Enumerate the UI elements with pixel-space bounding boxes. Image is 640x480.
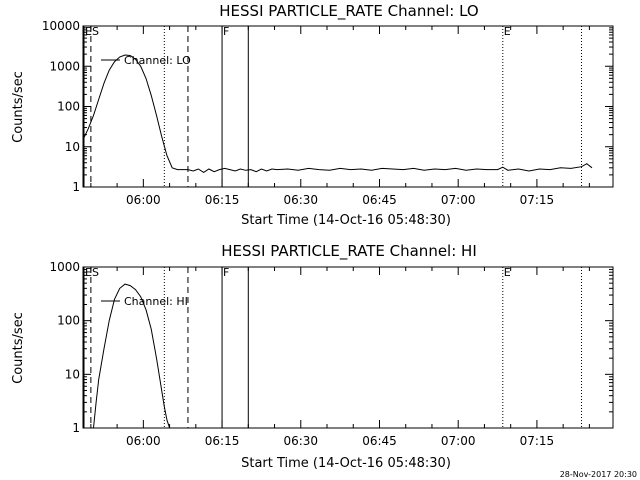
hi-y-axis-label: Counts/sec — [11, 312, 26, 384]
lo-x-tick-label: 06:15 — [205, 193, 240, 207]
lo-legend-label: Channel: LO — [124, 54, 191, 67]
lo-y-axis-label: Counts/sec — [11, 71, 26, 143]
lo-y-tick-label: 100 — [57, 100, 80, 114]
lo-y-tick-label: 10 — [65, 140, 80, 154]
lo-y-tick-label: 10000 — [42, 19, 80, 33]
lo-x-tick-label: 06:45 — [362, 193, 397, 207]
hi-x-axis-label: Start Time (14-Oct-16 05:48:30) — [241, 456, 451, 471]
hi-y-tick-label: 1 — [72, 421, 80, 435]
hi-event-marker-label: ES — [85, 266, 99, 279]
hi-event-marker-label: E — [504, 266, 511, 279]
hi-channel-panel: HESSI PARTICLE_RATE Channel: HI Start Ti… — [11, 242, 614, 471]
lo-event-marker-label: ES — [85, 25, 99, 38]
hi-x-tick-label: 07:00 — [441, 434, 476, 448]
hi-plot-frame — [82, 266, 614, 429]
hi-legend-label: Channel: HI — [124, 295, 188, 308]
lo-x-tick-label: 06:00 — [126, 193, 161, 207]
hi-event-marker-label: F — [223, 266, 229, 279]
lo-y-tick-label: 1 — [72, 180, 80, 194]
lo-channel-panel: HESSI PARTICLE_RATE Channel: LO Start Ti… — [11, 2, 614, 228]
lo-plot-frame — [82, 25, 614, 188]
hi-x-tick-label: 06:15 — [205, 434, 240, 448]
lo-event-marker-label: E — [504, 25, 511, 38]
hi-y-tick-label: 10 — [65, 367, 80, 381]
lo-x-tick-label: 07:00 — [441, 193, 476, 207]
lo-series-line — [83, 54, 593, 173]
hi-x-tick-label: 06:30 — [283, 434, 318, 448]
hi-y-tick-label: 100 — [57, 314, 80, 328]
hi-x-tick-label: 07:15 — [520, 434, 555, 448]
lo-x-tick-label: 06:30 — [283, 193, 318, 207]
footer-timestamp: 28-Nov-2017 20:30 — [560, 470, 637, 479]
hi-x-tick-label: 06:45 — [362, 434, 397, 448]
hi-chart-title: HESSI PARTICLE_RATE Channel: HI — [221, 242, 477, 261]
lo-x-axis-label: Start Time (14-Oct-16 05:48:30) — [241, 213, 451, 228]
lo-event-marker-label: F — [223, 25, 229, 38]
lo-y-tick-label: 1000 — [49, 59, 80, 73]
hi-x-tick-label: 06:00 — [126, 434, 161, 448]
hi-y-tick-label: 1000 — [49, 260, 80, 274]
hi-series-line — [93, 283, 171, 428]
lo-chart-title: HESSI PARTICLE_RATE Channel: LO — [219, 2, 478, 21]
lo-x-tick-label: 07:15 — [520, 193, 555, 207]
